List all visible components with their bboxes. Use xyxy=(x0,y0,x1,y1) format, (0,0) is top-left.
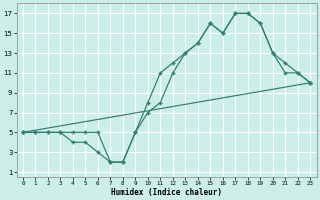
X-axis label: Humidex (Indice chaleur): Humidex (Indice chaleur) xyxy=(111,188,222,197)
